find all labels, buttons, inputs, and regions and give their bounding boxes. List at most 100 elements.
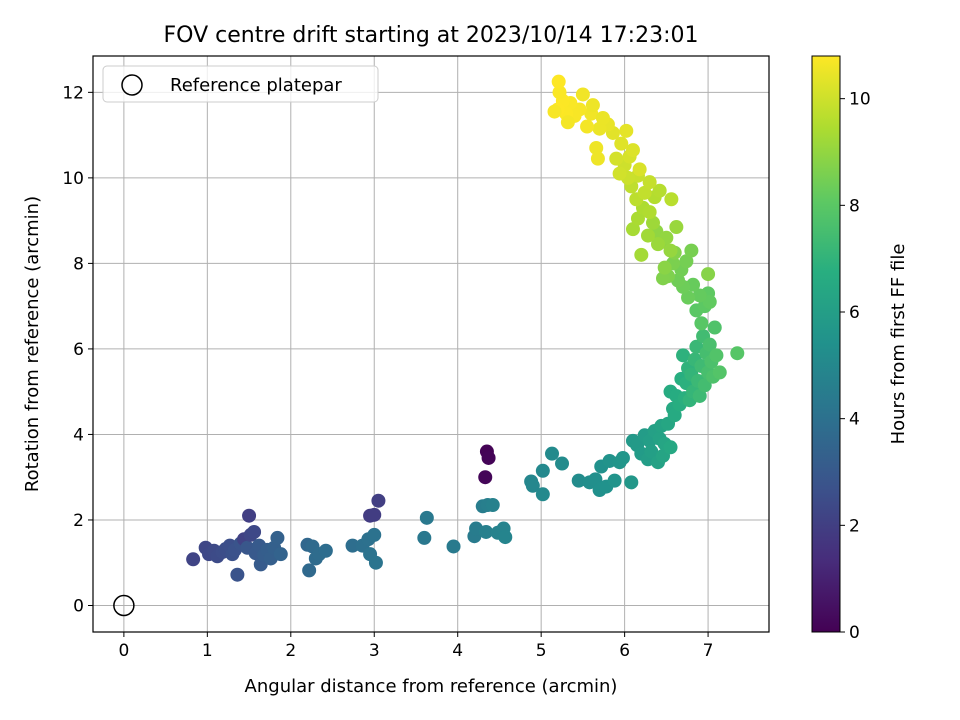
data-point	[588, 472, 603, 487]
data-point	[702, 294, 717, 309]
colorbar-tick-label: 0	[849, 623, 860, 643]
data-point	[595, 111, 610, 126]
data-point	[318, 543, 333, 558]
data-point	[230, 567, 245, 582]
data-point	[642, 205, 657, 220]
data-point	[640, 228, 655, 243]
data-point	[634, 247, 649, 262]
data-point	[667, 408, 682, 423]
scatter-points	[113, 74, 745, 617]
data-point	[663, 440, 678, 455]
data-point	[642, 175, 657, 190]
reference-platepar-marker	[113, 594, 135, 617]
data-point	[694, 316, 709, 331]
legend-marker-icon	[121, 74, 143, 96]
data-point	[712, 365, 727, 380]
data-point	[555, 456, 570, 471]
data-point	[247, 524, 262, 539]
data-point	[625, 222, 640, 237]
colorbar-tick-label: 2	[849, 516, 860, 536]
data-point	[624, 475, 639, 490]
data-point	[645, 215, 660, 230]
data-point	[702, 337, 717, 352]
data-point	[609, 151, 624, 166]
data-point	[681, 290, 696, 305]
data-point	[590, 151, 605, 166]
data-point	[580, 119, 595, 134]
data-point	[730, 346, 745, 361]
data-point	[478, 470, 493, 485]
colorbar-tick-label: 10	[849, 90, 871, 110]
data-point	[273, 547, 288, 562]
y-axis-label: Rotation from reference (arcmin)	[22, 196, 43, 492]
data-point	[614, 136, 629, 151]
y-tick-label: 0	[73, 596, 84, 616]
data-point	[481, 450, 496, 465]
x-tick-label: 7	[703, 641, 714, 661]
data-point	[571, 473, 586, 488]
data-point	[619, 123, 634, 138]
data-point	[615, 450, 630, 465]
data-point	[651, 237, 666, 252]
data-point	[417, 530, 432, 545]
data-point	[697, 378, 712, 393]
x-tick-label: 6	[619, 641, 630, 661]
data-point	[242, 508, 257, 523]
data-point	[186, 552, 201, 567]
colorbar-gradient	[812, 56, 840, 632]
data-point	[479, 524, 494, 539]
x-tick-label: 5	[536, 641, 547, 661]
data-point	[485, 497, 500, 512]
data-point	[657, 260, 672, 275]
x-tick-label: 1	[202, 641, 213, 661]
y-axis-ticks: 0 2 4 6 8 10 12	[62, 83, 93, 616]
data-point	[368, 555, 383, 570]
data-point	[689, 339, 704, 354]
data-point	[547, 104, 562, 119]
data-point	[612, 166, 627, 181]
data-point	[560, 115, 575, 130]
y-tick-label: 2	[73, 511, 84, 531]
data-point	[707, 320, 722, 335]
data-point	[367, 527, 382, 542]
data-point	[525, 478, 540, 493]
plot-frame	[92, 55, 770, 633]
colorbar-ticks: 0 2 4 6 8 10	[840, 90, 871, 643]
data-point	[302, 563, 317, 578]
data-point	[371, 493, 386, 508]
data-point	[679, 254, 694, 269]
x-axis-label: Angular distance from reference (arcmin)	[245, 676, 618, 697]
data-point	[701, 267, 716, 282]
data-point	[692, 388, 707, 403]
data-point	[419, 510, 434, 525]
y-tick-label: 8	[73, 254, 84, 274]
legend: Reference platepar	[102, 65, 379, 103]
colorbar: 0 2 4 6 8 10 Hours from first FF file	[811, 55, 909, 643]
data-point	[630, 211, 645, 226]
data-point	[625, 143, 640, 158]
colorbar-label: Hours from first FF file	[888, 244, 909, 445]
data-point	[656, 271, 671, 286]
data-point	[709, 348, 724, 363]
legend-box	[102, 65, 379, 103]
data-point	[498, 530, 513, 545]
data-point	[446, 539, 461, 554]
colorbar-tick-label: 4	[849, 410, 860, 430]
data-point	[652, 183, 667, 198]
data-point	[632, 162, 647, 177]
y-tick-label: 12	[62, 83, 84, 103]
colorbar-tick-label: 8	[849, 196, 860, 216]
data-point	[575, 87, 590, 102]
data-point	[664, 192, 679, 207]
data-point	[676, 348, 691, 363]
data-point	[545, 446, 560, 461]
data-point	[270, 530, 285, 545]
y-tick-label: 4	[73, 425, 84, 445]
y-tick-label: 6	[73, 340, 84, 360]
colorbar-tick-label: 6	[849, 303, 860, 323]
x-axis-ticks: 0 1 2 3 4 5 6 7	[118, 632, 713, 661]
data-point	[669, 220, 684, 235]
data-point	[637, 185, 652, 200]
data-point	[367, 507, 382, 522]
